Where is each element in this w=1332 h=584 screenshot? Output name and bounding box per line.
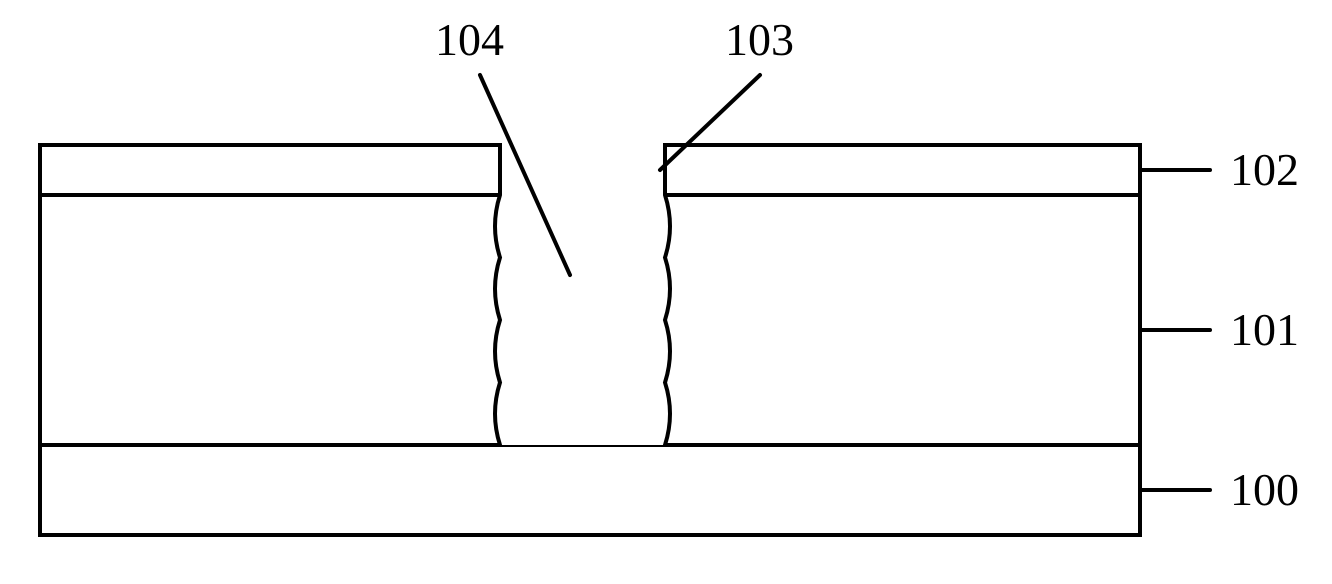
- label-100: 100: [1230, 464, 1299, 515]
- gap-top-mask: [502, 191, 663, 199]
- layer-102-top-left: [40, 145, 500, 195]
- layer-100-substrate: [40, 445, 1140, 535]
- label-104: 104: [435, 14, 504, 65]
- label-101: 101: [1230, 304, 1299, 355]
- trench-interior: [495, 195, 670, 445]
- layer-102-top-right: [665, 145, 1140, 195]
- label-102: 102: [1230, 144, 1299, 195]
- label-103: 103: [725, 14, 794, 65]
